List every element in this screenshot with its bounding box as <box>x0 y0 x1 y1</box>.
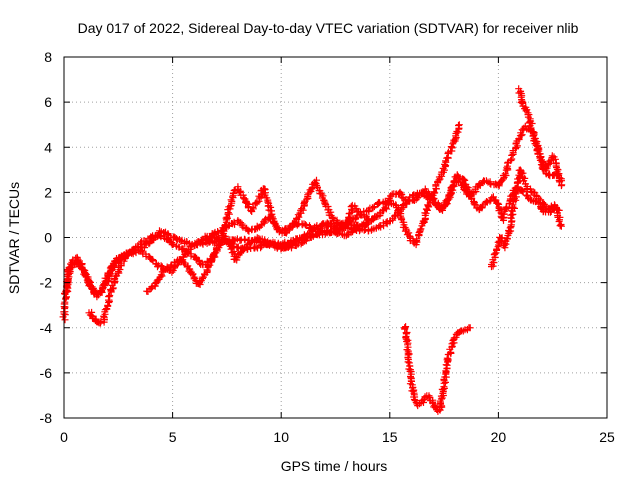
y-tick-label: -2 <box>40 275 53 291</box>
series-markers <box>201 213 372 242</box>
series-markers <box>85 121 463 327</box>
series-track-6 <box>488 166 565 271</box>
x-tick-label: 5 <box>169 429 177 445</box>
y-tick-label: 2 <box>44 184 52 200</box>
x-tick-label: 15 <box>382 429 398 445</box>
y-tick-label: -6 <box>40 365 53 381</box>
x-tick-label: 10 <box>273 429 289 445</box>
y-tick-label: 8 <box>44 49 52 65</box>
x-tick-label: 0 <box>60 429 68 445</box>
series-track-3 <box>85 121 463 327</box>
y-tick-label: 4 <box>44 139 52 155</box>
series-track-8 <box>401 323 474 415</box>
y-tick-label: 0 <box>44 230 52 246</box>
axis-ticks: 0 5 10 15 20 25 -8 -6 -4 -2 0 2 4 6 8 <box>40 49 615 445</box>
y-axis-label: SDTVAR / TECUs <box>6 182 22 294</box>
series-markers <box>488 166 565 271</box>
x-tick-label: 20 <box>491 429 507 445</box>
series-track-5 <box>201 213 372 242</box>
y-tick-label: -4 <box>40 320 53 336</box>
y-tick-label: 6 <box>44 94 52 110</box>
data-points <box>59 85 566 415</box>
x-tick-label: 25 <box>599 429 615 445</box>
x-axis-label: GPS time / hours <box>281 458 388 474</box>
y-tick-label: -8 <box>40 410 53 426</box>
series-markers <box>401 323 474 415</box>
series-track-7 <box>515 85 566 190</box>
chart-title: Day 017 of 2022, Sidereal Day-to-day VTE… <box>78 20 579 36</box>
series-markers <box>515 85 566 190</box>
